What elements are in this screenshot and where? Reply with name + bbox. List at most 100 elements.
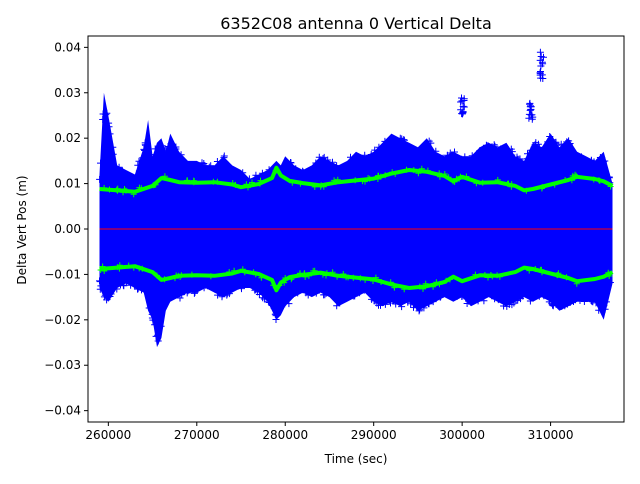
- sigma-point: [113, 186, 120, 193]
- data-point: [379, 148, 387, 156]
- data-point: [459, 102, 467, 110]
- sigma-point: [210, 178, 217, 185]
- data-point: [154, 147, 162, 155]
- sigma-point: [256, 180, 263, 187]
- data-point: [373, 293, 381, 301]
- data-point: [238, 172, 245, 180]
- sigma-point: [568, 177, 575, 184]
- sigma-point: [418, 165, 425, 172]
- data-point: [454, 283, 462, 291]
- data-point: [123, 177, 130, 184]
- data-point: [510, 299, 518, 307]
- y-tick-label: 0.01: [54, 177, 81, 191]
- data-point: [471, 159, 479, 167]
- data-point: [325, 160, 333, 168]
- data-point: [141, 147, 149, 154]
- data-point: [225, 290, 233, 298]
- sigma-point: [370, 278, 376, 284]
- data-point: [152, 332, 160, 340]
- data-point: [572, 296, 579, 304]
- sigma-point: [310, 267, 317, 274]
- data-point: [532, 154, 540, 162]
- data-point: [451, 284, 459, 292]
- data-point: [476, 153, 483, 161]
- data-point: [336, 299, 344, 307]
- data-point: [498, 153, 505, 161]
- data-point: [107, 284, 115, 292]
- data-point: [588, 297, 596, 305]
- data-point: [155, 318, 163, 326]
- data-point: [265, 295, 273, 303]
- sigma-point: [374, 176, 381, 182]
- sigma-point: [415, 170, 422, 177]
- sigma-point: [494, 176, 501, 183]
- data-point: [292, 165, 300, 173]
- data-point: [191, 279, 199, 287]
- data-point: [253, 282, 260, 289]
- data-point: [474, 291, 482, 298]
- data-point: [535, 155, 543, 163]
- data-point: [532, 139, 540, 147]
- data-point: [138, 163, 145, 171]
- data-point: [465, 297, 473, 305]
- data-point: [333, 302, 341, 310]
- data-point: [323, 286, 331, 294]
- sigma-point: [302, 273, 309, 280]
- data-point: [282, 289, 290, 297]
- sigma-point: [136, 265, 143, 272]
- sigma-point: [538, 266, 545, 273]
- data-point: [458, 97, 466, 105]
- sigma-point: [331, 177, 338, 184]
- data-point: [462, 293, 469, 301]
- data-point: [413, 294, 421, 302]
- data-point: [109, 150, 117, 158]
- data-point: [400, 295, 408, 303]
- data-point: [97, 282, 105, 290]
- data-point: [100, 293, 108, 301]
- sigma-point: [479, 179, 486, 186]
- x-tick-label: 260000: [85, 428, 131, 442]
- data-point: [483, 284, 491, 292]
- data-point: [350, 291, 358, 299]
- data-point: [606, 279, 614, 286]
- data-point: [103, 109, 111, 117]
- data-point: [569, 155, 577, 163]
- data-point: [453, 292, 461, 300]
- data-point: [535, 286, 543, 294]
- data-point: [502, 297, 510, 305]
- data-point: [587, 156, 595, 164]
- data-point: [364, 284, 372, 292]
- data-point: [135, 157, 143, 165]
- data-point: [336, 288, 344, 295]
- data-point: [457, 98, 465, 106]
- data-point: [552, 138, 560, 146]
- data-point: [190, 289, 198, 297]
- data-point: [118, 275, 126, 283]
- data-point: [531, 145, 539, 153]
- sigma-point: [489, 273, 496, 280]
- data-point: [510, 160, 517, 168]
- sigma-point: [362, 276, 369, 283]
- data-point: [361, 151, 369, 159]
- sigma-point: [245, 184, 251, 191]
- data-point: [443, 286, 451, 294]
- sigma-point: [289, 179, 296, 186]
- data-point: [527, 156, 535, 164]
- data-point: [415, 307, 423, 315]
- data-point: [580, 285, 588, 293]
- data-point: [366, 163, 374, 171]
- sigma-point: [258, 274, 265, 281]
- sigma-point: [372, 274, 379, 281]
- data-point: [605, 173, 613, 181]
- sigma-point: [532, 266, 539, 272]
- sigma-point: [282, 277, 289, 283]
- data-point: [565, 137, 573, 145]
- data-point: [329, 158, 336, 166]
- data-point: [176, 294, 184, 302]
- data-point: [578, 153, 585, 161]
- data-point: [593, 293, 601, 301]
- data-point: [526, 297, 534, 305]
- data-point: [431, 158, 439, 166]
- data-point: [270, 304, 278, 312]
- y-tick-label: 0.02: [54, 131, 81, 145]
